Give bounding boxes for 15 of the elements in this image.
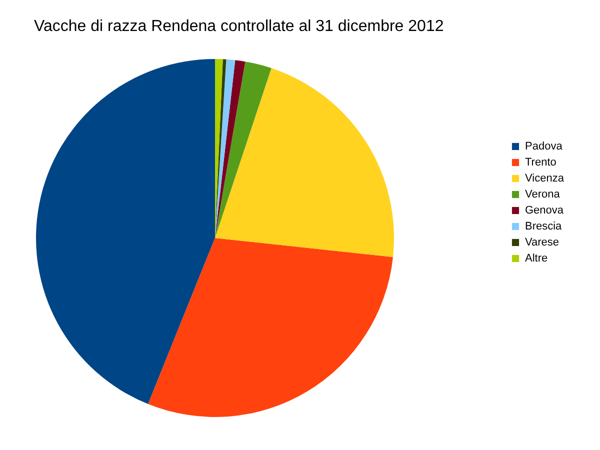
pie-slice [215, 59, 236, 238]
legend-label: Vicenza [525, 172, 565, 184]
legend-label: Padova [525, 140, 564, 152]
chart-title: Vacche di razza Rendena controllate al 31 dicembre 2012 [34, 18, 444, 35]
pie-slice [148, 238, 393, 417]
pie-slice [36, 59, 215, 404]
legend-label: Varese [525, 236, 560, 248]
legend-label: Verona [525, 188, 561, 200]
legend-label: Brescia [525, 220, 563, 232]
legend-label: Altre [525, 252, 548, 264]
pie-slice [215, 62, 272, 238]
pie-slice [215, 68, 394, 258]
legend-label: Genova [525, 204, 564, 216]
pie-slice [215, 60, 246, 238]
legend-label: Trento [525, 156, 556, 168]
